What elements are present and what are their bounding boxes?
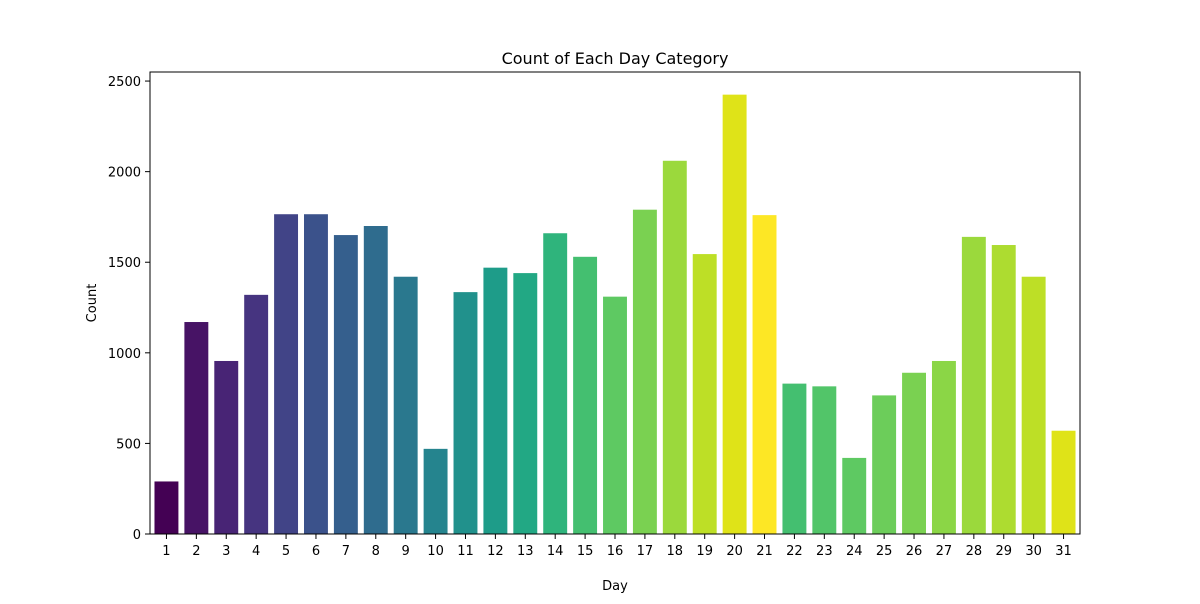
bar-day-25 [872,395,897,534]
x-tick-label: 22 [786,544,803,559]
bar-day-23 [812,386,837,534]
y-axis-label: Count [85,284,100,323]
y-tick-label: 2000 [108,166,141,181]
bar-day-21 [752,215,777,535]
bar-day-10 [423,448,448,534]
bar-day-24 [842,457,867,534]
bar-day-30 [1021,276,1046,534]
x-tick-label: 29 [995,544,1012,559]
x-tick-label: 28 [966,544,983,559]
x-tick-label: 25 [876,544,893,559]
bar-day-17 [632,209,657,534]
x-tick-label: 9 [402,544,410,559]
x-tick-label: 6 [312,544,320,559]
x-tick-label: 16 [607,544,624,559]
x-tick-label: 30 [1025,544,1042,559]
x-axis: 1 2 3 4 5 6 7 8 9 10 11 12 13 14 15 16 17 18 19 20 21 22 23 24 2… [162,534,1072,559]
x-tick-label: 31 [1055,544,1072,559]
bar-day-20 [722,94,747,534]
bar-day-15 [573,256,598,534]
x-tick-label: 14 [547,544,564,559]
x-tick-label: 27 [936,544,953,559]
x-tick-label: 23 [816,544,833,559]
bar-day-16 [603,296,627,534]
x-tick-label: 10 [427,544,444,559]
x-tick-label: 1 [162,544,170,559]
bar-day-6 [304,214,328,535]
x-tick-label: 17 [637,544,654,559]
x-tick-label: 2 [192,544,200,559]
x-tick-label: 15 [577,544,594,559]
x-axis-label: Day [602,579,628,594]
x-tick-label: 11 [457,544,474,559]
bar-day-9 [393,276,418,534]
x-tick-label: 18 [667,544,684,559]
y-tick-label: 1500 [108,256,141,271]
plot-frame [149,71,1081,535]
y-axis: 0 500 1000 1500 2000 2500 [108,75,150,543]
x-tick-label: 21 [756,544,773,559]
x-tick-label: 3 [222,544,230,559]
bar-day-31 [1051,430,1076,534]
bars-group [154,94,1076,535]
x-tick-label: 24 [846,544,863,559]
bar-day-14 [543,233,568,534]
x-tick-label: 12 [487,544,504,559]
bar-day-7 [333,235,358,534]
y-tick-label: 0 [133,528,141,543]
bar-day-5 [274,214,299,535]
x-tick-label: 26 [906,544,923,559]
bar-day-22 [782,383,807,534]
bar-day-13 [513,273,538,534]
y-tick-label: 500 [116,437,141,452]
bar-day-18 [662,160,687,534]
x-tick-label: 4 [252,544,260,559]
bar-day-19 [692,254,717,535]
x-tick-label: 5 [282,544,290,559]
y-tick-label: 1000 [108,347,141,362]
bar-day-29 [991,245,1016,534]
chart-title: Count of Each Day Category [502,49,729,68]
x-tick-label: 20 [726,544,743,559]
bar-day-11 [453,292,478,534]
bar-day-27 [931,360,956,534]
bar-day-1 [154,481,179,534]
y-tick-label: 2500 [108,75,141,90]
bar-day-4 [244,294,269,534]
bar-day-26 [902,372,926,534]
x-tick-label: 7 [342,544,350,559]
bar-day-3 [214,360,239,534]
bar-day-12 [483,267,508,534]
x-tick-label: 13 [517,544,534,559]
x-tick-label: 8 [372,544,380,559]
x-tick-label: 19 [696,544,713,559]
bar-day-28 [961,236,986,534]
bar-day-2 [184,322,209,534]
bar-day-8 [363,226,388,534]
